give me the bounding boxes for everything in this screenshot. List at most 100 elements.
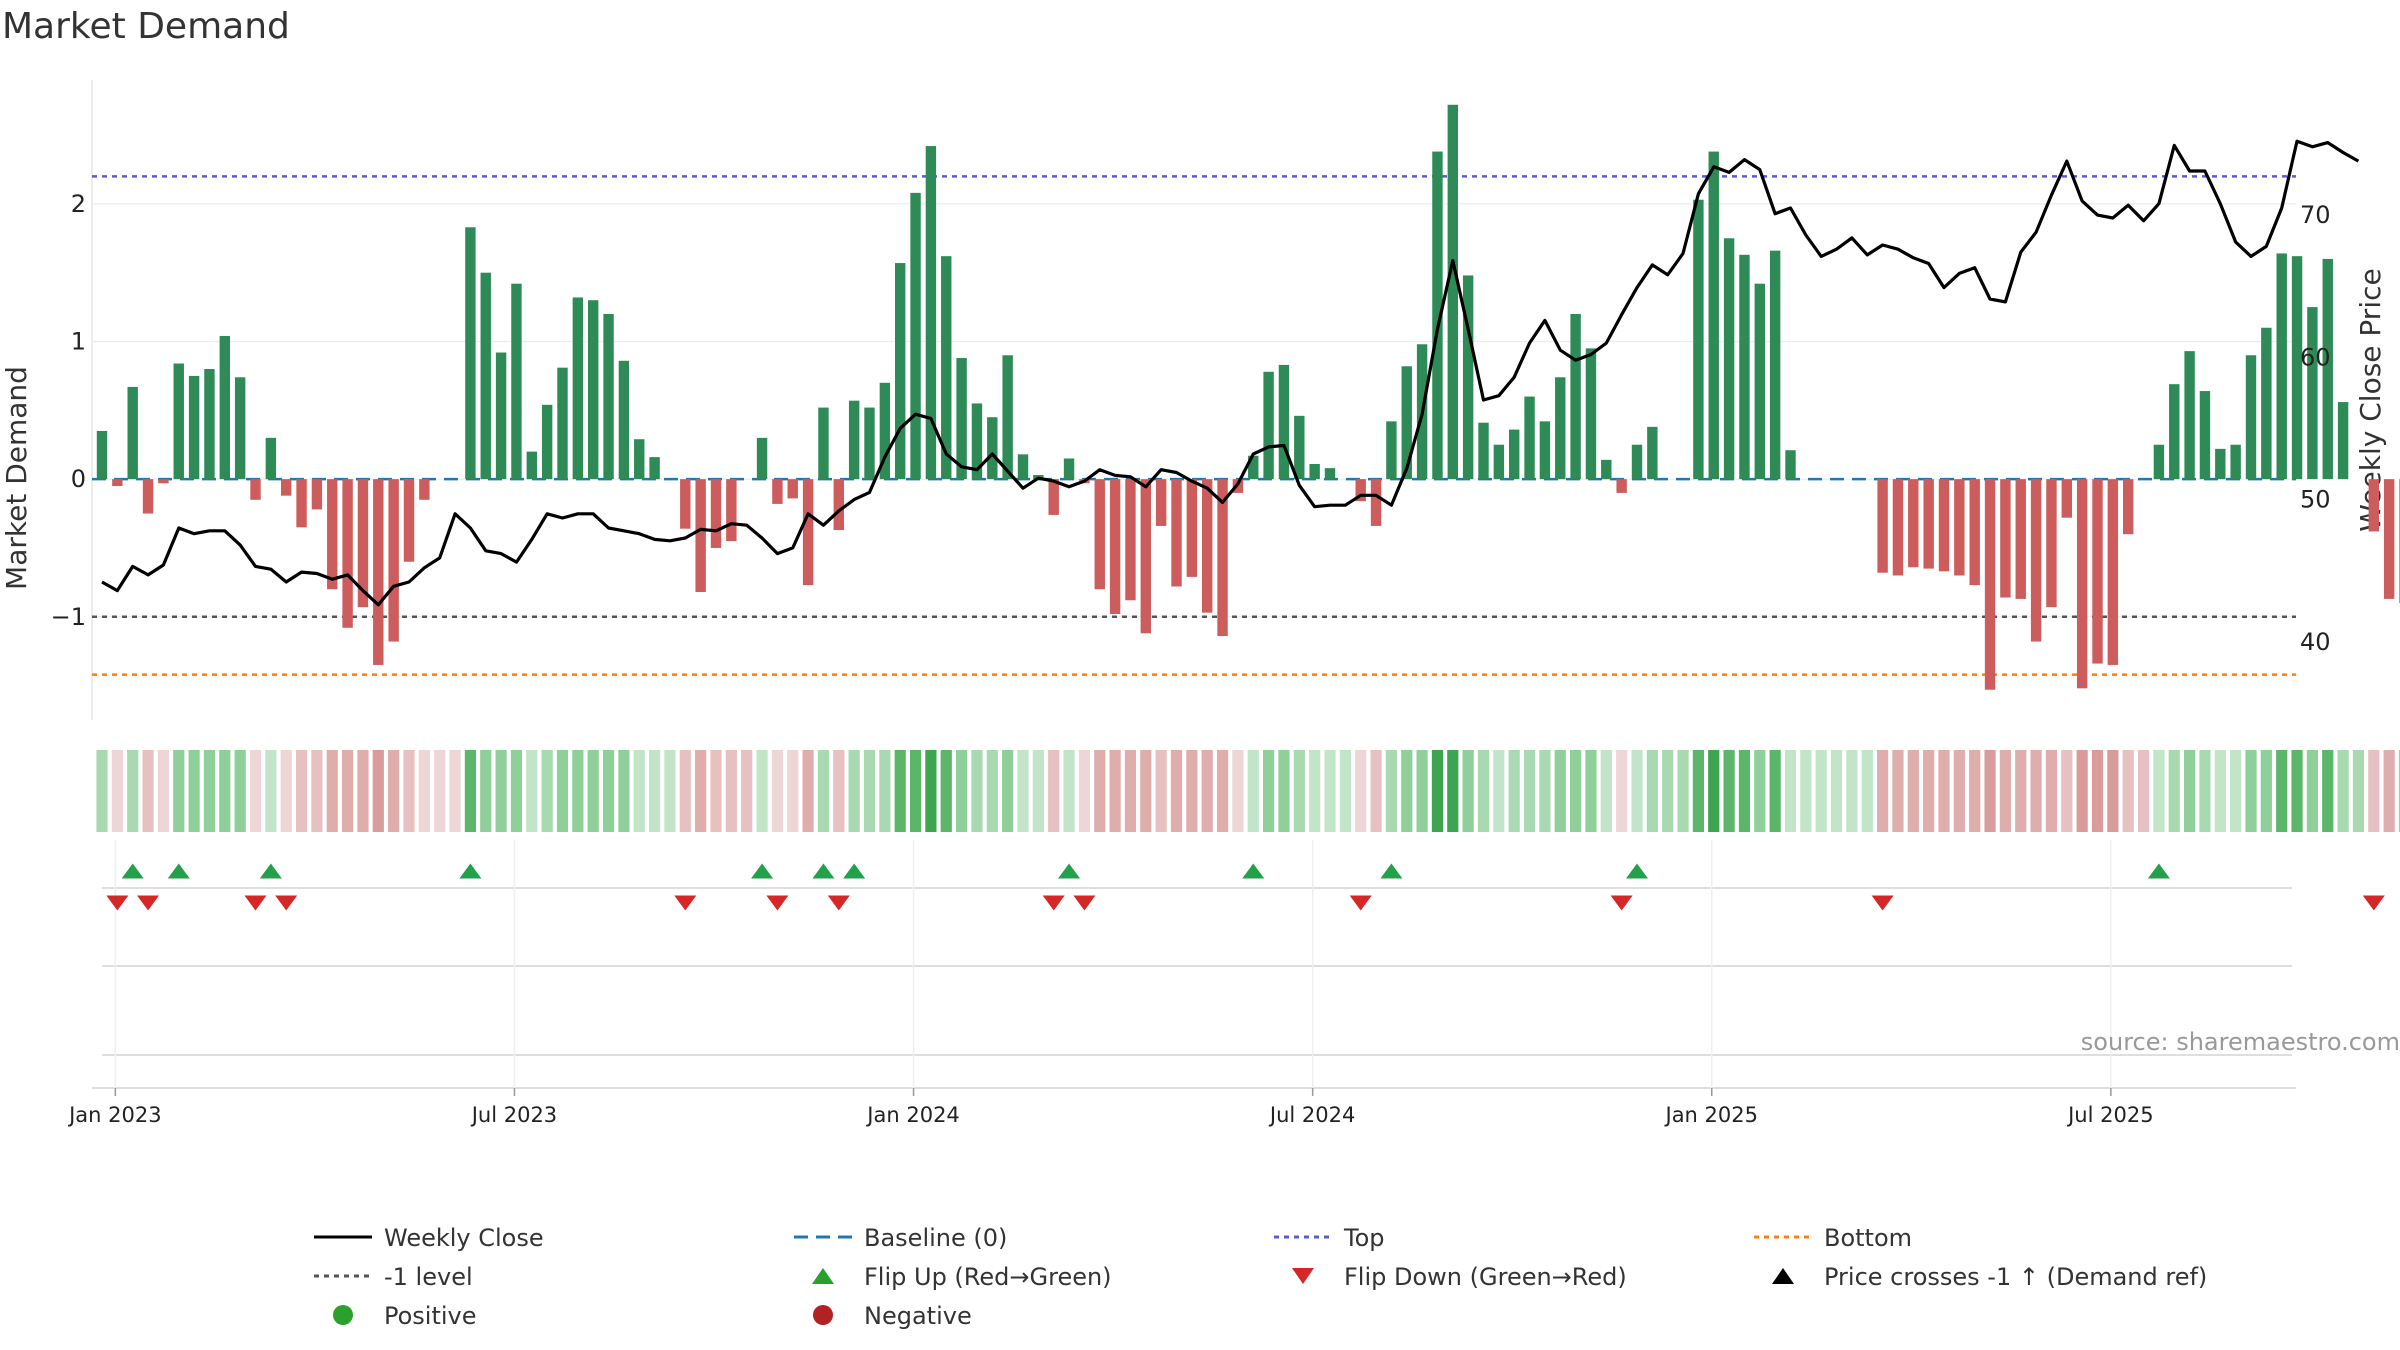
y-tick-label-left: −1: [51, 603, 86, 631]
gridlines: [91, 80, 2296, 1096]
heat-cell: [725, 750, 737, 832]
heat-cell: [541, 750, 553, 832]
demand-bar: [941, 256, 952, 480]
flip-up-marker: [1626, 863, 1648, 879]
demand-bar: [2383, 479, 2395, 599]
x-tick-label: Jul 2024: [1268, 1103, 1355, 1127]
heat-cell: [1263, 750, 1275, 832]
legend-item: Baseline (0): [794, 1224, 1007, 1252]
heat-cell: [940, 750, 952, 832]
heat-cell: [96, 750, 108, 832]
demand-bar: [2215, 448, 2226, 480]
heat-cell: [157, 750, 169, 832]
demand-bar: [802, 479, 814, 586]
heat-cell: [2322, 750, 2334, 832]
y-tick-label-right: 70: [2300, 201, 2331, 229]
demand-bar: [2076, 479, 2088, 689]
demand-bar: [1125, 479, 1136, 601]
heat-cell: [863, 750, 876, 832]
chart-title: Market Demand: [2, 6, 290, 47]
demand-bar: [1708, 151, 1719, 480]
legend-item: Weekly Close: [314, 1224, 544, 1252]
heat-cell: [2153, 750, 2165, 832]
heat-cell: [633, 750, 645, 832]
legend: Weekly Close Baseline (0) Top Bottom -1 leve…: [314, 1224, 2207, 1330]
demand-bar: [1355, 479, 1366, 502]
demand-bar: [511, 283, 522, 480]
demand-bar: [1984, 479, 1996, 690]
demand-bar: [925, 146, 937, 480]
heat-cell: [142, 750, 154, 832]
demand-bar: [1309, 464, 1320, 480]
weekly-close-series: [101, 139, 2360, 607]
legend-swatch: [1772, 1268, 1794, 1284]
demand-bar: [1785, 450, 1796, 480]
heat-cell: [817, 750, 830, 832]
heat-cell: [602, 750, 615, 832]
demand-bar: [1478, 422, 1489, 480]
demand-bar: [1278, 364, 1290, 480]
heat-cell: [1416, 750, 1428, 832]
demand-bar: [2169, 384, 2180, 480]
heat-cell: [203, 750, 216, 832]
heat-cell: [2306, 750, 2318, 832]
demand-bar: [2030, 479, 2042, 642]
y-axis-label-left: Market Demand: [0, 366, 33, 590]
heat-cell: [2122, 750, 2134, 832]
heat-cell: [434, 750, 446, 832]
legend-swatch: [333, 1305, 353, 1325]
demand-bar: [142, 479, 154, 514]
demand-bar: [403, 479, 415, 562]
heat-cell: [449, 750, 461, 832]
heat-cell: [894, 750, 906, 832]
demand-bar: [1017, 454, 1029, 480]
demand-bar: [1524, 396, 1535, 480]
demand-bar: [1186, 479, 1198, 577]
demand-bar: [1693, 199, 1704, 480]
legend-swatch: [812, 1268, 834, 1284]
heat-cell: [127, 750, 139, 832]
demand-bar: [2092, 479, 2103, 664]
demand-bar: [1923, 479, 1934, 569]
demand-bar: [971, 403, 983, 480]
demand-bar: [1324, 468, 1336, 480]
flip-down-marker: [766, 895, 789, 911]
demand-bar: [2230, 444, 2241, 480]
heat-cell: [2091, 750, 2104, 832]
heat-cell: [418, 750, 430, 832]
heat-cell: [1554, 750, 1566, 832]
heat-cell: [1508, 750, 1520, 832]
demand-bar: [250, 479, 261, 500]
y-tick-label-left: 0: [71, 465, 86, 493]
x-tick-label: Jul 2023: [470, 1103, 557, 1127]
heat-cell: [2199, 750, 2211, 832]
demand-bar: [1263, 371, 1274, 480]
heat-cell: [1907, 750, 1919, 832]
heat-cell: [2260, 750, 2272, 832]
event-markers: [106, 863, 2385, 911]
demand-bar: [787, 479, 798, 499]
demand-bar: [634, 439, 645, 480]
heat-cell: [1017, 750, 1029, 832]
heat-cell: [2184, 750, 2196, 832]
heat-cell: [372, 750, 384, 832]
heat-cell: [2061, 750, 2073, 832]
demand-bar: [419, 479, 430, 500]
heat-cell: [771, 750, 783, 832]
heat-cell: [2245, 750, 2257, 832]
demand-bar: [1370, 479, 1382, 526]
heat-cell: [695, 750, 707, 832]
heat-cell: [1846, 750, 1858, 832]
demand-bar: [495, 352, 507, 480]
heat-cell: [173, 750, 185, 832]
demand-bar: [1248, 455, 1259, 480]
demand-bar: [848, 400, 860, 480]
heat-cell: [1923, 750, 1935, 832]
demand-bar: [1063, 458, 1075, 480]
flip-down-marker: [827, 895, 850, 911]
demand-bar: [1954, 479, 1965, 576]
demand-bar: [1555, 377, 1566, 480]
demand-bar: [1109, 479, 1121, 615]
heat-cell: [971, 750, 983, 832]
heat-cell: [2383, 750, 2395, 832]
